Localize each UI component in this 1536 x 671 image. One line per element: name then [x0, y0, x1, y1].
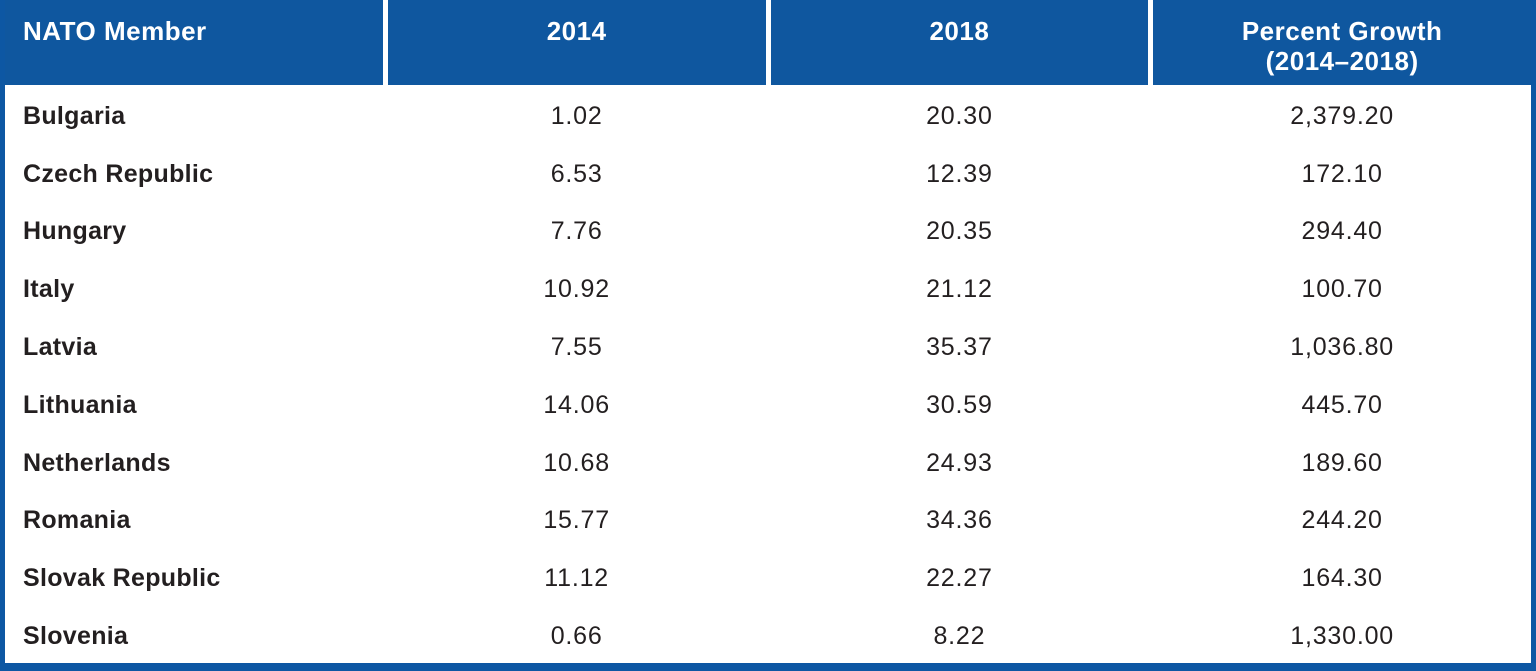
percent-growth-cell: 1,330.00: [1290, 622, 1394, 651]
value-2018-cell: 24.93: [926, 448, 993, 477]
member-cell: Czech Republic: [23, 159, 214, 188]
member-cell: Lithuania: [23, 390, 137, 419]
percent-growth-cell: 164.30: [1301, 564, 1383, 593]
column-header-2014: 2014: [387, 0, 766, 85]
value-2014-cell: 10.68: [543, 448, 610, 477]
value-2018-cell: 22.27: [926, 564, 993, 593]
value-2018-cell: 20.35: [926, 217, 993, 246]
percent-growth-cell: 100.70: [1301, 275, 1383, 304]
member-cell: Bulgaria: [23, 101, 126, 130]
value-2014-cell: 14.06: [543, 390, 610, 419]
percent-growth-cell: 445.70: [1301, 390, 1383, 419]
column-header-nato-member: NATO Member: [5, 0, 383, 85]
value-2014-cell: 11.12: [544, 564, 609, 593]
value-2018-cell: 34.36: [926, 506, 993, 535]
column-header-percent-growth: Percent Growth (2014–2018): [1153, 0, 1531, 85]
value-2014-cell: 7.55: [550, 333, 603, 362]
percent-growth-cell: 2,379.20: [1290, 101, 1394, 130]
percent-growth-cell: 189.60: [1301, 448, 1383, 477]
value-2018-cell: 20.30: [926, 101, 993, 130]
value-2014-cell: 7.76: [550, 217, 603, 246]
member-cell: Italy: [23, 275, 75, 304]
value-2018-cell: 35.37: [926, 333, 993, 362]
percent-growth-cell: 172.10: [1301, 159, 1383, 188]
value-2018-cell: 21.12: [926, 275, 993, 304]
column-header-label: 2014: [546, 16, 607, 46]
column-header-label: NATO Member: [23, 16, 207, 46]
percent-growth-cell: 244.20: [1301, 506, 1383, 535]
percent-growth-cell: 294.40: [1301, 217, 1383, 246]
column-header-label-line1: Percent Growth: [1241, 16, 1443, 46]
percent-growth-cell: 1,036.80: [1290, 333, 1394, 362]
column-header-label: 2018: [929, 16, 990, 46]
member-cell: Slovak Republic: [23, 564, 221, 593]
value-2018-cell: 30.59: [926, 390, 993, 419]
member-cell: Latvia: [23, 333, 98, 362]
value-2014-cell: 1.02: [550, 101, 603, 130]
member-cell: Netherlands: [23, 448, 171, 477]
member-cell: Hungary: [23, 217, 127, 246]
value-2014-cell: 15.77: [543, 506, 610, 535]
value-2014-cell: 10.92: [543, 275, 610, 304]
value-2014-cell: 6.53: [550, 159, 603, 188]
table-grid: NATO Member 2014 2018 Percent Growth (20…: [5, 0, 1531, 663]
column-header-label-line2: (2014–2018): [1265, 45, 1419, 76]
value-2018-cell: 8.22: [933, 622, 986, 651]
member-cell: Romania: [23, 506, 131, 535]
value-2014-cell: 0.66: [550, 622, 603, 651]
column-header-2018: 2018: [770, 0, 1149, 85]
member-cell: Slovenia: [23, 622, 129, 651]
value-2018-cell: 12.39: [926, 159, 993, 188]
